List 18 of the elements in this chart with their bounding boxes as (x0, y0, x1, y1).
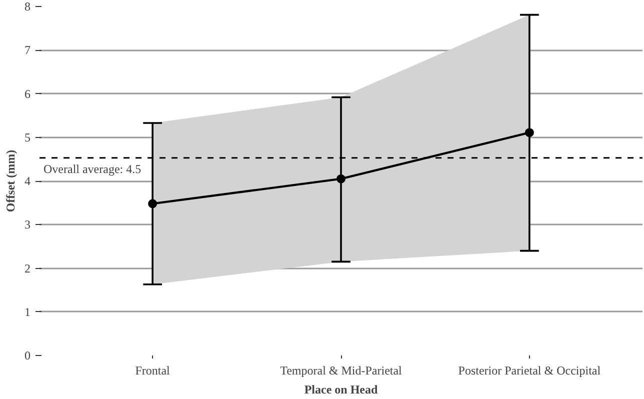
y-tick-label: 3 (24, 218, 30, 232)
point (524, 128, 534, 138)
y-tick-label: 5 (24, 130, 30, 144)
x-tick-label: Temporal & Mid-Parietal (280, 364, 403, 378)
y-tick-label: 6 (24, 86, 30, 101)
y-tick-label: 7 (24, 43, 30, 58)
point (148, 199, 158, 208)
point (336, 174, 346, 184)
y-tick-label: 4 (24, 174, 30, 188)
x-tick-label: Posterior Parietal & Occipital (458, 364, 602, 378)
ref-line-label: Overall average: 4.5 (44, 162, 142, 176)
y-tick-label: 1 (24, 304, 30, 319)
x-axis-title: Place on Head (304, 382, 378, 396)
x-tick-label: Frontal (135, 364, 171, 378)
y-tick-label: 2 (24, 261, 30, 276)
y-tick-label: 8 (24, 0, 30, 14)
y-tick-label: 0 (24, 348, 30, 362)
y-axis-title: Offset (mm) (4, 150, 18, 212)
